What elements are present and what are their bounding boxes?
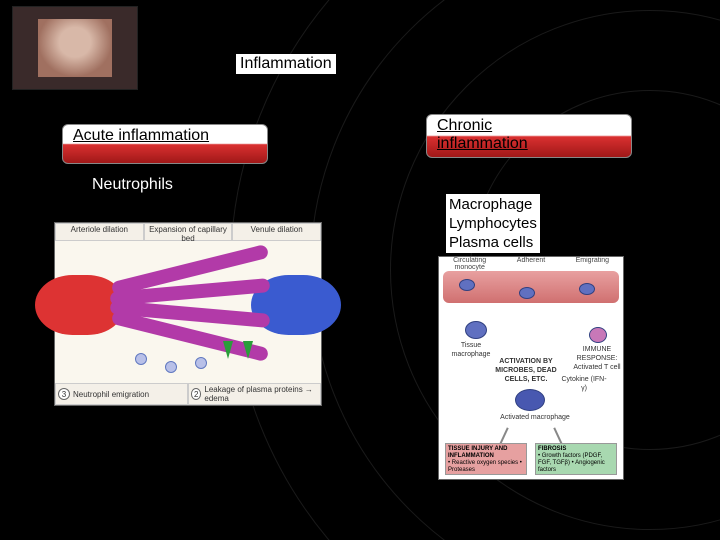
acute-top-label: Arteriole dilation (55, 223, 144, 241)
acute-top-label: Venule dilation (232, 223, 321, 241)
arrow (553, 427, 562, 444)
page-title: Inflammation (236, 54, 336, 74)
arrow (243, 341, 253, 359)
activation-label: ACTIVATION BY MICROBES, DEAD CELLS, ETC. (491, 357, 561, 384)
chronic-top-label: Adherent (500, 257, 561, 271)
acute-diagram-bottom-labels: 3Neutrophil emigration 2Leakage of plasm… (55, 383, 321, 405)
acute-top-label: Expansion of capillary bed (144, 223, 233, 241)
neutrophil-dot (195, 357, 207, 369)
arrow (223, 341, 233, 359)
photo-thumbnail (12, 6, 138, 90)
photo-content (38, 19, 112, 76)
chronic-cell-list: Macrophage Lymphocytes Plasma cells (446, 194, 540, 253)
tissue-injury-box: TISSUE INJURY AND INFLAMMATION• Reactive… (445, 443, 527, 475)
acute-bottom-label: 3Neutrophil emigration (55, 383, 188, 405)
cell-list-item: Lymphocytes (449, 214, 537, 233)
monocyte (519, 287, 535, 299)
chronic-banner: Chronic inflammation (426, 114, 632, 158)
acute-sub-label: Neutrophils (92, 176, 173, 194)
acute-banner: Acute inflammation (62, 124, 268, 164)
tissue-macrophage (465, 321, 487, 339)
immune-response-label: IMMUNE RESPONSE: Activated T cell (571, 345, 623, 372)
fibrosis-box: FIBROSIS• Growth factors (PDGF, FGF, TGF… (535, 443, 617, 475)
arrow (499, 427, 508, 444)
chronic-top-label: Emigrating (562, 257, 623, 271)
chronic-diagram: Circulating monocyte Adherent Emigrating… (438, 256, 624, 480)
cell-list-item: Macrophage (449, 195, 537, 214)
chronic-banner-label: Chronic inflammation (437, 117, 528, 153)
activated-macrophage-label: Activated macrophage (495, 413, 575, 422)
t-cell (589, 327, 607, 343)
cytokine-label: Cytokine (IFN-γ) (559, 375, 609, 393)
acute-bottom-label: 2Leakage of plasma proteins → edema (188, 383, 321, 405)
monocyte (459, 279, 475, 291)
cell-list-item: Plasma cells (449, 233, 537, 252)
activated-macrophage (515, 389, 545, 411)
acute-banner-label: Acute inflammation (73, 127, 209, 145)
acute-diagram-top-labels: Arteriole dilation Expansion of capillar… (55, 223, 321, 241)
neutrophil-dot (165, 361, 177, 373)
monocyte (579, 283, 595, 295)
chronic-top-label: Circulating monocyte (439, 257, 500, 271)
chronic-top-labels: Circulating monocyte Adherent Emigrating (439, 257, 623, 271)
acute-diagram: Arteriole dilation Expansion of capillar… (54, 222, 322, 406)
neutrophil-dot (135, 353, 147, 365)
